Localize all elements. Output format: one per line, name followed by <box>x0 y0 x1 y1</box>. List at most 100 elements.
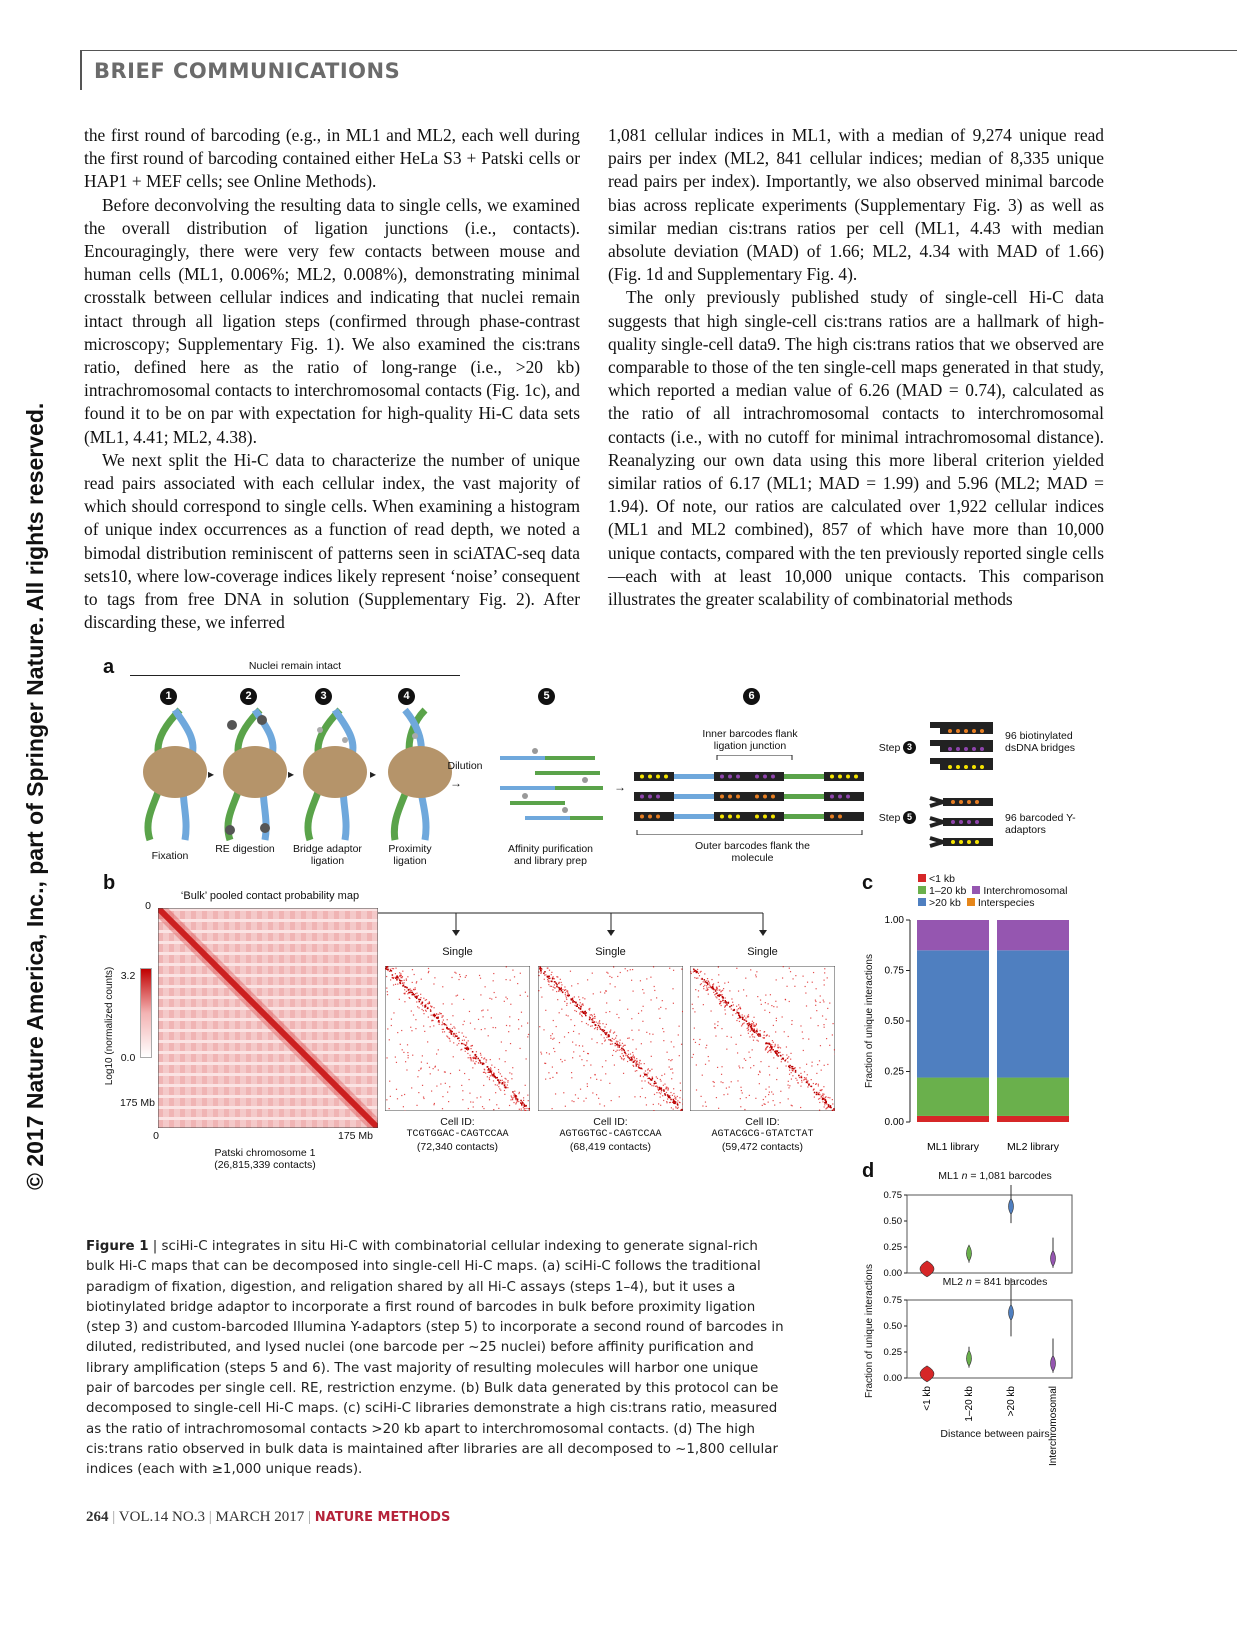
colorbar <box>140 968 152 1058</box>
library-molecules <box>634 755 864 835</box>
violin-body <box>1008 1197 1014 1216</box>
caption-affinity: Affinity purification and library prep <box>507 843 593 867</box>
svg-text:▸: ▸ <box>370 767 376 781</box>
adaptors-label: 96 barcoded Y-adaptors <box>1005 812 1076 836</box>
single-title: Single <box>595 946 626 958</box>
section-title: BRIEF COMMUNICATIONS <box>94 59 401 83</box>
bulk-x-left: 0 <box>153 1130 159 1142</box>
page-footer: 264 | VOL.14 NO.3 | MARCH 2017 | NATURE … <box>86 1509 451 1525</box>
svg-text:▸: ▸ <box>288 767 294 781</box>
single-cell-map <box>538 966 683 1111</box>
nuclei-illustration: ▸ ▸ ▸ <box>143 707 452 842</box>
y-tick-label: 0.75 <box>884 1190 903 1201</box>
legend-label: Interchromosomal <box>983 885 1068 897</box>
legend: <1 kb 1–20 kb Interchromosomal >20 kb Inters… <box>918 873 1108 909</box>
x-tick-label: 1–20 kb <box>964 1386 975 1422</box>
barcode-adaptors <box>929 722 993 848</box>
step-1-marker: 1 <box>160 688 177 705</box>
caption-proximity: Proximity ligation <box>388 843 432 867</box>
fragments-illustration <box>500 748 603 820</box>
single-title: Single <box>747 946 778 958</box>
step-5-marker: 5 <box>538 688 555 705</box>
bar-segment <box>997 1077 1069 1116</box>
y-tick-label: 0.50 <box>884 1321 903 1332</box>
cell-id-label: Cell ID: <box>593 1116 628 1128</box>
step-3-marker: 3 <box>315 688 332 705</box>
bulk-contacts: (26,815,339 contacts) <box>214 1159 316 1171</box>
legend-label: <1 kb <box>929 873 955 885</box>
violin-panel <box>906 1194 1073 1274</box>
nucleus-1 <box>143 707 207 842</box>
right-column: 1,081 cellular indices in ML1, with a me… <box>608 124 1104 611</box>
copyright-sidebar: © 2017 Nature America, Inc., part of Spr… <box>22 402 48 1190</box>
dilution-arrow: → <box>450 776 462 790</box>
ml2-n: n <box>965 1276 972 1288</box>
caption-bridge: Bridge adaptor ligation <box>293 843 362 867</box>
caption-digestion: RE digestion <box>215 843 275 855</box>
panel-b-letter: b <box>103 872 116 894</box>
issue-date: MARCH 2017 <box>215 1509 305 1525</box>
violin-body <box>1050 1354 1056 1373</box>
violin-body <box>966 1244 972 1262</box>
single-title: Single <box>442 946 473 958</box>
paragraph: We next split the Hi-C data to character… <box>84 449 580 633</box>
scale-label: Log10 (normalized counts) <box>104 966 115 1086</box>
intact-bracket-line <box>130 675 460 676</box>
decompose-arrows <box>378 912 767 936</box>
paragraph: The only previously published study of s… <box>608 287 1104 610</box>
cell-id-label: Cell ID: <box>745 1116 780 1128</box>
bar-segment <box>997 920 1069 951</box>
bar-segment <box>917 920 989 951</box>
chart-d-xlabel: Distance between pairs <box>940 1428 1050 1440</box>
x-tick-label: Interchromosomal <box>1048 1386 1059 1466</box>
outer-barcodes-label: Outer barcodes flank the molecule <box>695 840 810 864</box>
paragraph: 1,081 cellular indices in ML1, with a me… <box>608 125 1104 285</box>
single-cell-map <box>385 966 530 1111</box>
left-column: the first round of barcoding (e.g., in M… <box>84 124 580 634</box>
cell-id-label: Cell ID: <box>440 1116 475 1128</box>
volume: VOL.14 NO.3 <box>118 1509 205 1525</box>
legend-swatch <box>972 886 981 894</box>
step-6-marker: 6 <box>743 688 760 705</box>
x-tick-label: <1 kb <box>922 1386 933 1411</box>
step5-marker: 5 <box>903 811 916 824</box>
arrow-to-library: → <box>614 780 626 794</box>
violin-body <box>1050 1249 1056 1268</box>
bar-segment <box>997 1115 1069 1122</box>
nucleus-3 <box>303 707 367 842</box>
y-tick-label: 0.25 <box>885 1067 905 1078</box>
x-tick-label: ML2 library <box>1007 1141 1060 1153</box>
x-tick-label: >20 kb <box>1006 1386 1017 1417</box>
y-tick-label: 0.25 <box>884 1347 903 1358</box>
caption-fixation: Fixation <box>151 850 189 862</box>
violin-body <box>919 1260 935 1278</box>
scale-min: 0.0 <box>120 1052 136 1064</box>
y-tick-label: 0.00 <box>885 1117 905 1128</box>
y-tick-label: 0.75 <box>885 966 905 977</box>
inner-barcodes-label: Inner barcodes flank ligation junction <box>702 728 798 752</box>
ml1-suffix: = 1,081 barcodes <box>970 1170 1052 1182</box>
bar-segment <box>917 1077 989 1116</box>
scale-max: 3.2 <box>120 970 136 982</box>
bar-segment <box>917 1115 989 1122</box>
y-tick-label: 1.00 <box>885 915 905 926</box>
bulk-y-top: 0 <box>145 900 151 912</box>
caption-text: | sciHi-C integrates in situ Hi-C with c… <box>86 1239 784 1478</box>
bridges-label: 96 biotinylated dsDNA bridges <box>1005 730 1076 754</box>
y-tick-label: 0.75 <box>884 1295 903 1306</box>
legend-label: >20 kb <box>929 897 961 909</box>
dilution-label: Dilution <box>447 760 483 772</box>
section-header: BRIEF COMMUNICATIONS <box>80 50 1237 90</box>
y-tick-label: 0.00 <box>884 1373 903 1384</box>
violin-chart: 0.00 0.25 0.50 0.75 0.00 0.25 0.50 0.75 <1 kb 1–2… <box>884 1185 1073 1466</box>
journal-name: NATURE METHODS <box>314 1510 451 1525</box>
step3-label: Step <box>872 742 907 754</box>
cell-id: TCGTGGAC-CAGTCCAA <box>406 1129 509 1140</box>
y-tick-label: 0.00 <box>884 1268 903 1279</box>
cell-contacts: (72,340 contacts) <box>416 1141 499 1153</box>
bulk-contact-map <box>158 908 378 1128</box>
cell-contacts: (59,472 contacts) <box>721 1141 804 1153</box>
legend-label: 1–20 kb <box>929 885 967 897</box>
single-cell-map <box>690 966 835 1111</box>
y-tick-label: 0.25 <box>884 1242 903 1253</box>
